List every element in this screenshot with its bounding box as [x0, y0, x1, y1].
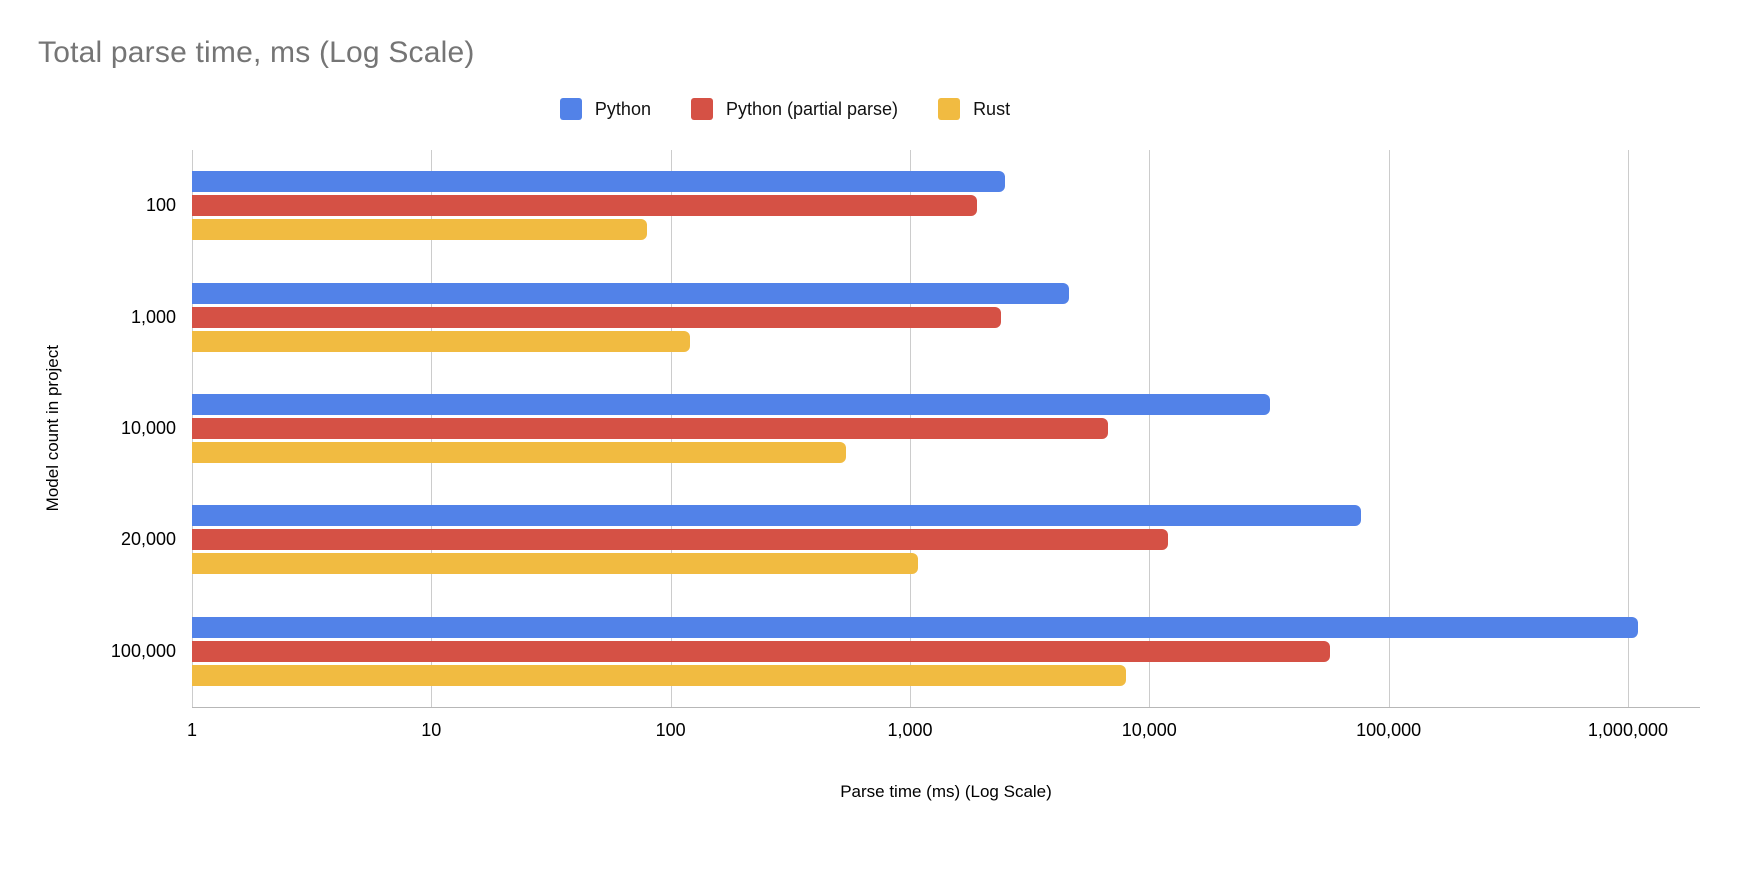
chart-title: Total parse time, ms (Log Scale): [38, 36, 475, 69]
bar-group-10-000: [192, 373, 1700, 484]
legend-item-rust: Rust: [938, 98, 1010, 120]
y-tick-label: 1,000: [130, 306, 176, 327]
y-tick-label: 100,000: [110, 640, 176, 661]
bar-python-20-000: [192, 505, 1362, 527]
bar-rust-1-000: [192, 330, 690, 352]
y-tick-label: 20,000: [120, 529, 176, 550]
legend-swatch-python: [559, 98, 582, 120]
x-tick-label: 10,000: [1121, 720, 1177, 740]
gridline: [1388, 150, 1390, 707]
legend: Python Python (partial parse) Rust: [0, 98, 1570, 120]
x-axis-labels: 1 10 100 1,000 10,000 100,000 1,000,000: [187, 720, 1700, 746]
legend-swatch-python-partial-parse: [690, 98, 713, 120]
bar-python-partial-parse-1-000: [192, 306, 1001, 328]
bar-python-10-000: [192, 393, 1271, 415]
bar-group-100: [192, 150, 1700, 261]
y-axis-labels: 100 1,000 10,000 20,000 100,000: [70, 150, 192, 707]
legend-label: Python (partial parse): [725, 98, 899, 119]
bar-rust-10-000: [192, 441, 846, 463]
legend-label: Python: [594, 98, 651, 119]
plot-column: 1 10 100 1,000 10,000 100,000 1,000,000 Parse …: [187, 150, 1700, 802]
chart-grid: Model count in project 100 1,000 10,000 20,…: [36, 150, 1700, 802]
x-tick-label: 100,000: [1356, 720, 1422, 740]
legend-swatch-rust: [938, 98, 961, 120]
legend-item-python: Python: [559, 98, 651, 120]
bar-group-20-000: [192, 484, 1700, 595]
bar-group-1-000: [192, 261, 1700, 372]
x-tick-label: 100: [655, 720, 686, 740]
bar-python-100-000: [192, 616, 1638, 638]
bar-rust-100: [192, 219, 648, 241]
bar-python-1-000: [192, 282, 1069, 304]
bar-python-partial-parse-10-000: [192, 417, 1108, 439]
bar-rust-20-000: [192, 553, 918, 575]
bar-rust-100-000: [192, 664, 1127, 686]
y-axis-title-cell: Model count in project: [36, 150, 70, 707]
x-tick-label: 1,000: [887, 720, 933, 740]
y-tick-label: 10,000: [120, 418, 176, 439]
legend-item-python-partial-parse: Python (partial parse): [690, 98, 899, 120]
y-tick-label: 100: [145, 195, 176, 216]
x-tick-label: 1: [186, 720, 198, 740]
gridline: [1149, 150, 1151, 707]
x-tick-label: 10: [421, 720, 442, 740]
gridline: [1627, 150, 1629, 707]
bar-python-partial-parse-20-000: [192, 529, 1169, 551]
x-tick-label: 1,000,000: [1587, 720, 1668, 740]
plot-area: [192, 150, 1700, 708]
bar-python-partial-parse-100-000: [192, 640, 1331, 662]
x-axis-title: Parse time (ms) (Log Scale): [840, 782, 1052, 801]
bar-python-100: [192, 171, 1006, 193]
bar-python-partial-parse-100: [192, 195, 977, 217]
y-axis-title: Model count in project: [43, 345, 62, 512]
legend-label: Rust: [973, 98, 1011, 119]
bar-group-100-000: [192, 596, 1700, 707]
